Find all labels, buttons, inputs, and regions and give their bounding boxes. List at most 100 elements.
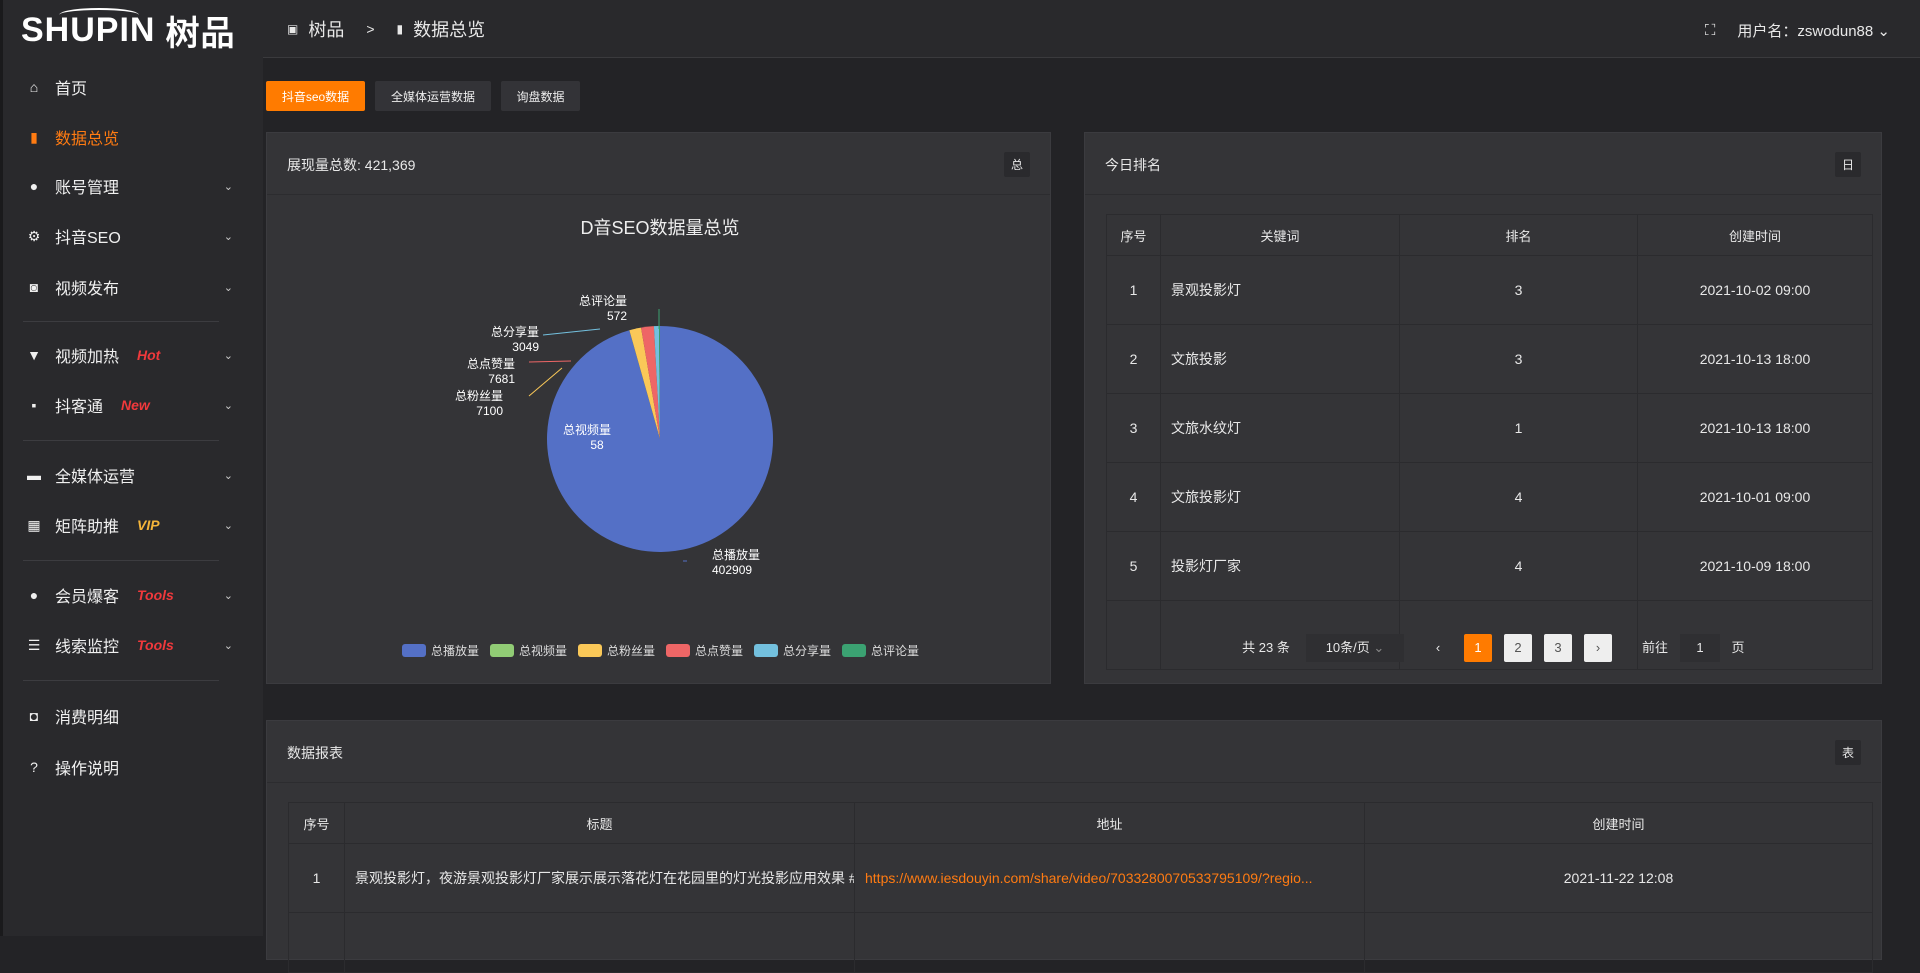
fullscreen-icon[interactable]: ⛶ <box>1704 22 1716 39</box>
day-tag-button[interactable]: 日 <box>1834 152 1861 177</box>
pie-slice[interactable] <box>629 330 660 439</box>
legend-swatch[interactable] <box>842 644 866 657</box>
goto-label: 前往 <box>1641 640 1668 655</box>
sidebar-item-label: 会员爆客 <box>55 589 120 606</box>
divider <box>23 560 219 561</box>
table-cell: 4 <box>1399 531 1638 601</box>
sidebar: SHUPIN 树品 ⌂ 首页 ▮ 数据总览 ● 账号管理 ⌄ ⚙ 抖音SEO ⌄ ◙ 视频发布 ⌄ ▼ 视频加… <box>0 0 263 936</box>
table-row: 3 文旅水纹灯 1 2021-10-13 18:00 <box>1106 393 1873 463</box>
legend-label[interactable]: 总播放量 <box>431 643 479 658</box>
bar-chart-icon: ▮ <box>30 128 38 145</box>
table-cell: 文旅投影灯 <box>1160 462 1400 532</box>
table-cell: 文旅水纹灯 <box>1160 393 1400 463</box>
table-row: 5 投影灯厂家 4 2021-10-09 18:00 <box>1106 531 1873 601</box>
next-page-button[interactable]: › <box>1584 634 1612 662</box>
divider <box>23 440 219 441</box>
help-icon: ? <box>30 759 38 775</box>
table-cell: 1 <box>1106 255 1161 325</box>
table-cell: 4 <box>1399 462 1638 532</box>
page-size-select[interactable]: 10条/页 ⌄ <box>1306 634 1404 662</box>
tab-inquiry[interactable]: 询盘数据 <box>501 81 580 111</box>
bar-chart-icon: ▮ <box>396 22 404 36</box>
sidebar-item[interactable]: ◙ 视频发布 ⌄ <box>3 267 243 307</box>
divider <box>23 321 219 322</box>
page-2[interactable]: 2 <box>1504 634 1532 662</box>
legend-label[interactable]: 总分享量 <box>783 643 831 658</box>
chevron-down-icon: ⌄ <box>1873 23 1890 40</box>
column-header: 创建时间 <box>1364 802 1873 844</box>
legend-swatch[interactable] <box>754 644 778 657</box>
sidebar-item[interactable]: ▮ 数据总览 <box>3 117 243 157</box>
pie-slice[interactable] <box>641 326 660 439</box>
sidebar-item-label: 视频发布 <box>55 281 120 298</box>
report-panel: 数据报表表 序号 标题 地址 创建时间 1 景观投影灯，夜游景观投影灯厂家展示展示落花灯在… <box>266 720 1882 973</box>
pagination: 共 23 条 10条/页 ⌄ ‹ 1 2 3 › 前往 1 页 <box>1084 634 1882 662</box>
slice-value: 7100 <box>476 404 503 418</box>
legend-swatch[interactable] <box>402 644 426 657</box>
legend-swatch[interactable] <box>666 644 690 657</box>
prev-page-button[interactable]: ‹ <box>1435 640 1441 655</box>
sidebar-item[interactable]: ☰ 线索监控 Tools ⌄ <box>3 625 243 665</box>
table-cell: 投影灯厂家 <box>1160 531 1400 601</box>
total-tag-button[interactable]: 总 <box>1003 152 1030 177</box>
table-row: 4 文旅投影灯 4 2021-10-01 09:00 <box>1106 462 1873 532</box>
chevron-down-icon: ⌄ <box>223 399 233 412</box>
ranking-panel: 今日排名日 序号 关键词 排名 创建时间 1 景观投影灯 3 2021-10-02 09:00… <box>1084 132 1882 684</box>
legend-label[interactable]: 总点赞量 <box>695 644 743 658</box>
goto-page-input[interactable]: 1 <box>1680 634 1720 662</box>
slice-label: 总分享量 <box>491 324 539 339</box>
legend-swatch[interactable] <box>578 644 602 657</box>
user-menu[interactable]: 用户名：zswodun88 ⌄ <box>1737 23 1890 40</box>
sidebar-item[interactable]: ⚙ 抖音SEO ⌄ <box>3 216 243 256</box>
slice-value: 402909 <box>712 563 752 577</box>
label-leader-line <box>542 328 601 336</box>
table-cell[interactable]: https://www.iesdouyin.com/share/video/70… <box>854 843 1365 913</box>
page-3[interactable]: 3 <box>1544 634 1572 662</box>
label-leader-line <box>528 367 563 397</box>
breadcrumb-home[interactable]: 树品 <box>308 20 345 40</box>
tab-all-media[interactable]: 全媒体运营数据 <box>375 81 491 111</box>
slice-label: 总点赞量 <box>467 357 515 371</box>
sidebar-item[interactable]: ◘ 消费明细 <box>3 696 243 736</box>
slice-value: 7681 <box>488 372 515 386</box>
sidebar-item-label: 操作说明 <box>55 761 120 778</box>
legend-label[interactable]: 总粉丝量 <box>607 644 655 658</box>
pie-slice[interactable] <box>653 326 660 439</box>
breadcrumb-separator: > <box>366 21 375 37</box>
column-header: 创建时间 <box>1637 214 1873 256</box>
table-cell: 2021-10-01 09:00 <box>1637 462 1873 532</box>
chevron-down-icon: ⌄ <box>223 281 233 294</box>
table-cell: 4 <box>1106 462 1161 532</box>
table-row: 1 景观投影灯，夜游景观投影灯厂家展示展示落花灯在花园里的灯光投影应用效果 # ht… <box>288 843 1873 913</box>
pie-panel: 展现量总数: 421,369 总 D音SEO数据量总览 总播放量 402909 总视频量… <box>266 132 1051 684</box>
chevron-down-icon: ⌄ <box>223 469 233 482</box>
panel-title: 今日排名 <box>1105 157 1161 173</box>
sidebar-item[interactable]: ▦ 矩阵助推 VIP ⌄ <box>3 505 243 545</box>
sidebar-item[interactable]: ▬ 全媒体运营 ⌄ <box>3 455 243 495</box>
sidebar-item-label: 消费明细 <box>55 710 120 727</box>
chat-icon: ▪ <box>31 397 37 413</box>
table-cell: 1 <box>288 843 345 913</box>
sidebar-item[interactable]: ⌂ 首页 <box>3 67 243 107</box>
sidebar-item-label: 首页 <box>55 81 88 98</box>
table-cell: 2021-10-13 18:00 <box>1637 324 1873 394</box>
gear-icon: ⚙ <box>27 227 41 244</box>
sidebar-item[interactable]: ● 会员爆客 Tools ⌄ <box>3 575 243 615</box>
sidebar-item[interactable]: ▪ 抖客通 New ⌄ <box>3 385 243 425</box>
page-1[interactable]: 1 <box>1464 634 1492 662</box>
slice-label: 总粉丝量 <box>455 389 503 403</box>
table-cell: 2 <box>1106 324 1161 394</box>
breadcrumb: ▣ 树品 > ▮ 数据总览 <box>287 16 485 42</box>
sidebar-item-label: 全媒体运营 <box>55 469 136 486</box>
sidebar-item[interactable]: ● 账号管理 ⌄ <box>3 166 243 206</box>
sidebar-badge: New <box>121 397 150 413</box>
sidebar-item[interactable]: ? 操作说明 <box>3 747 243 787</box>
pie-slice[interactable] <box>629 327 660 439</box>
legend-label[interactable]: 总视频量 <box>519 643 567 658</box>
legend-label[interactable]: 总评论量 <box>871 644 919 658</box>
sidebar-item[interactable]: ▼ 视频加热 Hot ⌄ <box>3 335 243 375</box>
tab-douyin-seo[interactable]: 抖音seo数据 <box>266 81 365 111</box>
table-tag-button[interactable]: 表 <box>1834 740 1861 765</box>
user-icon: ● <box>29 587 39 603</box>
legend-swatch[interactable] <box>490 644 514 657</box>
